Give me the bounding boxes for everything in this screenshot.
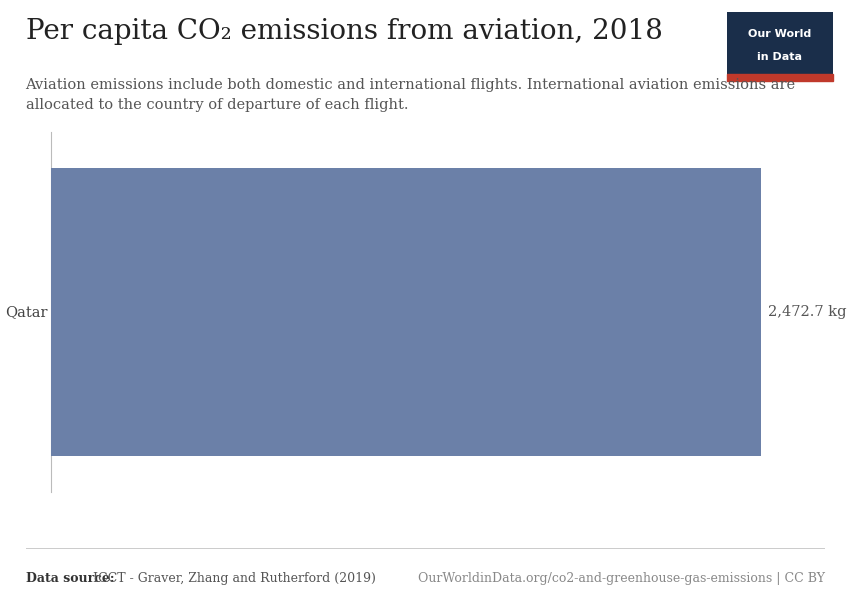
Text: in Data: in Data	[757, 52, 802, 62]
Text: 2,472.7 kg: 2,472.7 kg	[768, 305, 847, 319]
Text: Our World: Our World	[748, 29, 812, 39]
Text: ICCT - Graver, Zhang and Rutherford (2019): ICCT - Graver, Zhang and Rutherford (201…	[89, 572, 376, 585]
Text: Data source:: Data source:	[26, 572, 114, 585]
Text: OurWorldinData.org/co2-and-greenhouse-gas-emissions | CC BY: OurWorldinData.org/co2-and-greenhouse-ga…	[417, 572, 824, 585]
Text: Per capita CO₂ emissions from aviation, 2018: Per capita CO₂ emissions from aviation, …	[26, 18, 662, 45]
Text: Qatar: Qatar	[5, 305, 48, 319]
Bar	[51, 168, 761, 456]
Text: Aviation emissions include both domestic and international flights. Internationa: Aviation emissions include both domestic…	[26, 78, 796, 112]
Bar	[727, 74, 833, 81]
